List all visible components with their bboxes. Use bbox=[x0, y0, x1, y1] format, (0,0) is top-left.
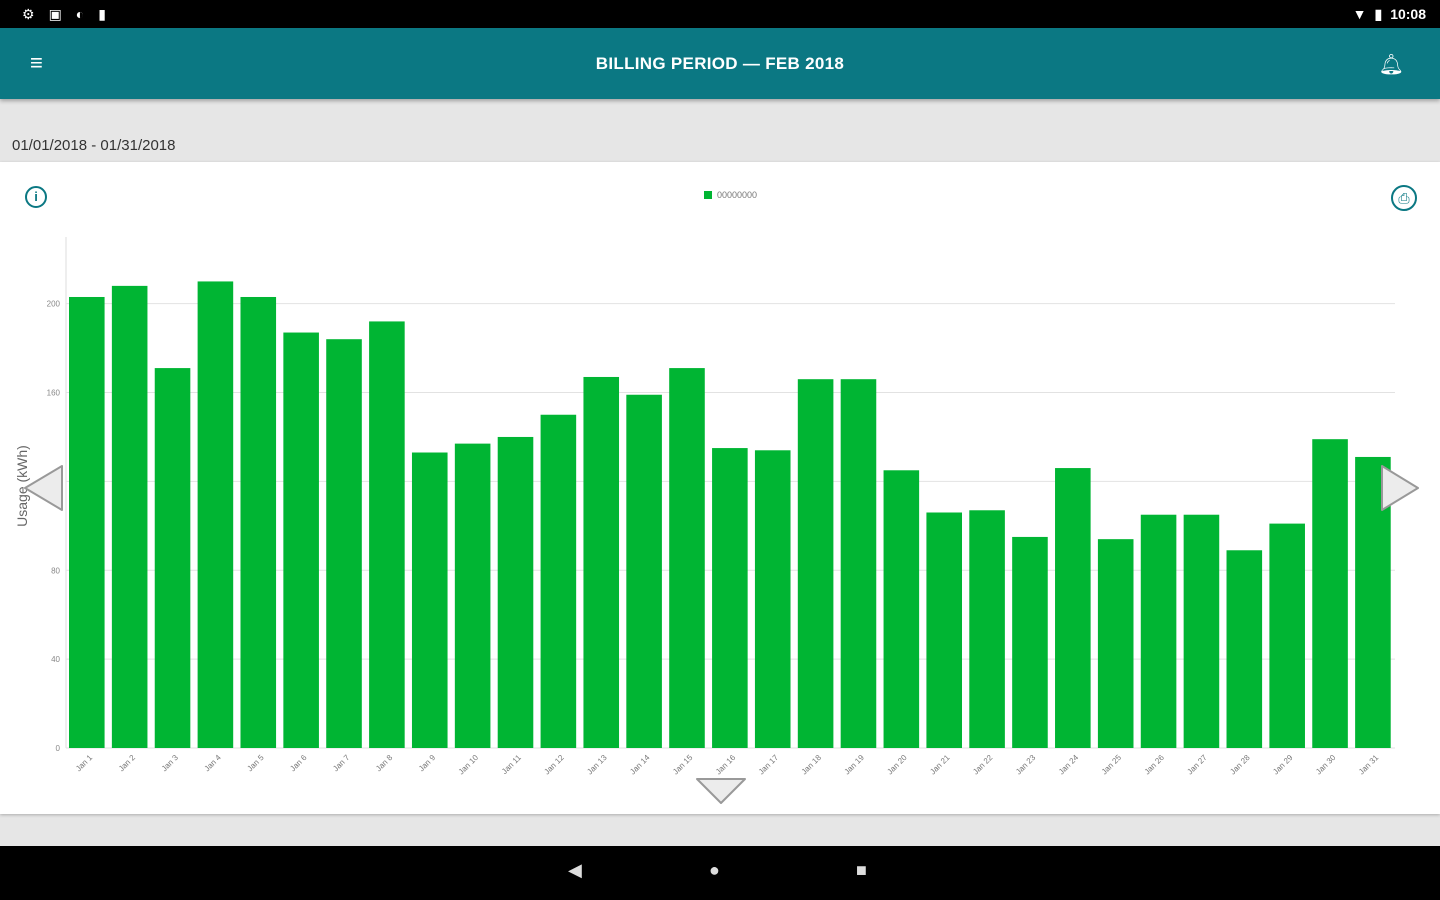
bar bbox=[626, 394, 662, 748]
bar bbox=[1183, 514, 1220, 748]
bar bbox=[1012, 536, 1048, 748]
y-tick-label: 80 bbox=[51, 566, 60, 575]
bar bbox=[1226, 550, 1263, 748]
print-icon[interactable]: ⎙ bbox=[1391, 185, 1417, 211]
info-icon[interactable]: i bbox=[25, 186, 47, 208]
app-bar: ≡ BILLING PERIOD — FEB 2018 🔔︎ bbox=[0, 28, 1440, 99]
sync-icon: ◐ bbox=[75, 6, 85, 22]
x-tick-label: Jan 27 bbox=[1185, 753, 1209, 777]
bar bbox=[154, 368, 191, 748]
bar bbox=[969, 510, 1005, 748]
bar bbox=[369, 321, 405, 748]
page-title: BILLING PERIOD — FEB 2018 bbox=[595, 54, 845, 73]
x-tick-label: Jan 2 bbox=[117, 753, 138, 774]
usage-chart: 0 40 80 160 200 Usage (kWh) Jan 1 Jan 2 Jan 3 Jan… bbox=[14, 237, 1419, 804]
x-tick-label: Jan 31 bbox=[1357, 753, 1381, 777]
x-tick-label: Jan 26 bbox=[1143, 753, 1167, 777]
down-arrow-icon[interactable] bbox=[696, 778, 746, 804]
x-tick-label: Jan 18 bbox=[800, 753, 824, 777]
legend-label: 00000000 bbox=[717, 190, 758, 200]
bar bbox=[797, 379, 834, 748]
x-tick-label: Jan 10 bbox=[457, 753, 481, 777]
y-tick-label: 0 bbox=[56, 744, 61, 753]
back-icon[interactable]: ◀ bbox=[568, 860, 582, 880]
bar bbox=[883, 470, 920, 748]
x-tick-label: Jan 21 bbox=[928, 753, 952, 777]
x-tick-label: Jan 30 bbox=[1314, 753, 1338, 777]
x-tick-label: Jan 7 bbox=[331, 753, 352, 774]
x-tick-label: Jan 13 bbox=[585, 753, 609, 777]
x-tick-label: Jan 8 bbox=[374, 753, 395, 774]
x-tick-label: Jan 4 bbox=[203, 753, 224, 774]
bar bbox=[840, 379, 877, 748]
x-tick-label: Jan 5 bbox=[245, 753, 266, 774]
x-tick-label: Jan 19 bbox=[843, 753, 867, 777]
settings-icon: ⚙ bbox=[22, 6, 35, 22]
y-axis-label: Usage (kWh) bbox=[14, 445, 30, 527]
bar bbox=[497, 436, 534, 748]
bar bbox=[1055, 468, 1091, 748]
status-bar: ⚙ ▣ ◐ ▮ ▼ ▮ 10:08 bbox=[0, 0, 1440, 28]
bar bbox=[669, 368, 705, 748]
x-tick-label: Jan 20 bbox=[885, 753, 909, 777]
x-tick-label: Jan 29 bbox=[1271, 753, 1295, 777]
x-tick-label: Jan 28 bbox=[1228, 753, 1252, 777]
bar bbox=[1269, 523, 1305, 748]
hamburger-icon[interactable]: ≡ bbox=[30, 50, 43, 75]
legend-swatch bbox=[704, 191, 712, 199]
right-arrow-icon[interactable] bbox=[1381, 465, 1419, 511]
y-tick-label: 40 bbox=[51, 655, 60, 664]
x-tick-label: Jan 25 bbox=[1100, 753, 1124, 777]
x-tick-label: Jan 11 bbox=[500, 753, 523, 776]
y-tick-label: 160 bbox=[47, 389, 61, 398]
bar bbox=[240, 296, 277, 748]
x-tick-label: Jan 22 bbox=[971, 753, 995, 777]
bar bbox=[754, 450, 791, 748]
bar bbox=[926, 512, 963, 748]
home-icon[interactable]: ● bbox=[709, 860, 720, 880]
x-tick-label: Jan 16 bbox=[714, 753, 738, 777]
x-tick-label: Jan 1 bbox=[74, 753, 95, 774]
bar bbox=[540, 414, 577, 748]
chart-legend: 00000000 bbox=[704, 190, 757, 200]
bar bbox=[1097, 539, 1134, 748]
navigation-bar: ◀ ● ■ bbox=[0, 846, 1440, 900]
x-tick-label: Jan 24 bbox=[1057, 753, 1081, 777]
sd-card-icon: ▮ bbox=[98, 6, 106, 22]
x-tick-label: Jan 3 bbox=[160, 753, 181, 774]
bar bbox=[583, 376, 620, 748]
bell-icon[interactable]: 🔔︎ bbox=[1378, 54, 1404, 76]
date-range: 01/01/2018 - 01/31/2018 bbox=[12, 137, 176, 154]
notification-icon: ▣ bbox=[48, 6, 62, 22]
bar bbox=[712, 448, 748, 748]
x-tick-label: Jan 17 bbox=[757, 753, 781, 777]
bar bbox=[1312, 439, 1348, 748]
bar bbox=[69, 296, 105, 748]
x-tick-label: Jan 12 bbox=[542, 753, 566, 777]
x-tick-label: Jan 6 bbox=[288, 753, 309, 774]
battery-icon: ▮ bbox=[1374, 6, 1383, 22]
bar bbox=[111, 285, 148, 748]
bar bbox=[411, 452, 448, 748]
bar bbox=[1140, 514, 1177, 748]
x-tick-label: Jan 15 bbox=[671, 753, 695, 777]
bar bbox=[326, 339, 362, 748]
x-tick-label: Jan 9 bbox=[417, 753, 438, 774]
x-tick-label: Jan 23 bbox=[1014, 753, 1038, 777]
clock: 10:08 bbox=[1390, 6, 1426, 22]
bar bbox=[197, 281, 234, 748]
recents-icon[interactable]: ■ bbox=[856, 860, 867, 880]
y-tick-label: 200 bbox=[47, 300, 61, 309]
bar bbox=[454, 443, 491, 748]
bar bbox=[283, 332, 319, 748]
wifi-icon: ▼ bbox=[1352, 6, 1367, 22]
left-arrow-icon[interactable] bbox=[24, 465, 63, 511]
x-tick-label: Jan 14 bbox=[628, 753, 652, 777]
